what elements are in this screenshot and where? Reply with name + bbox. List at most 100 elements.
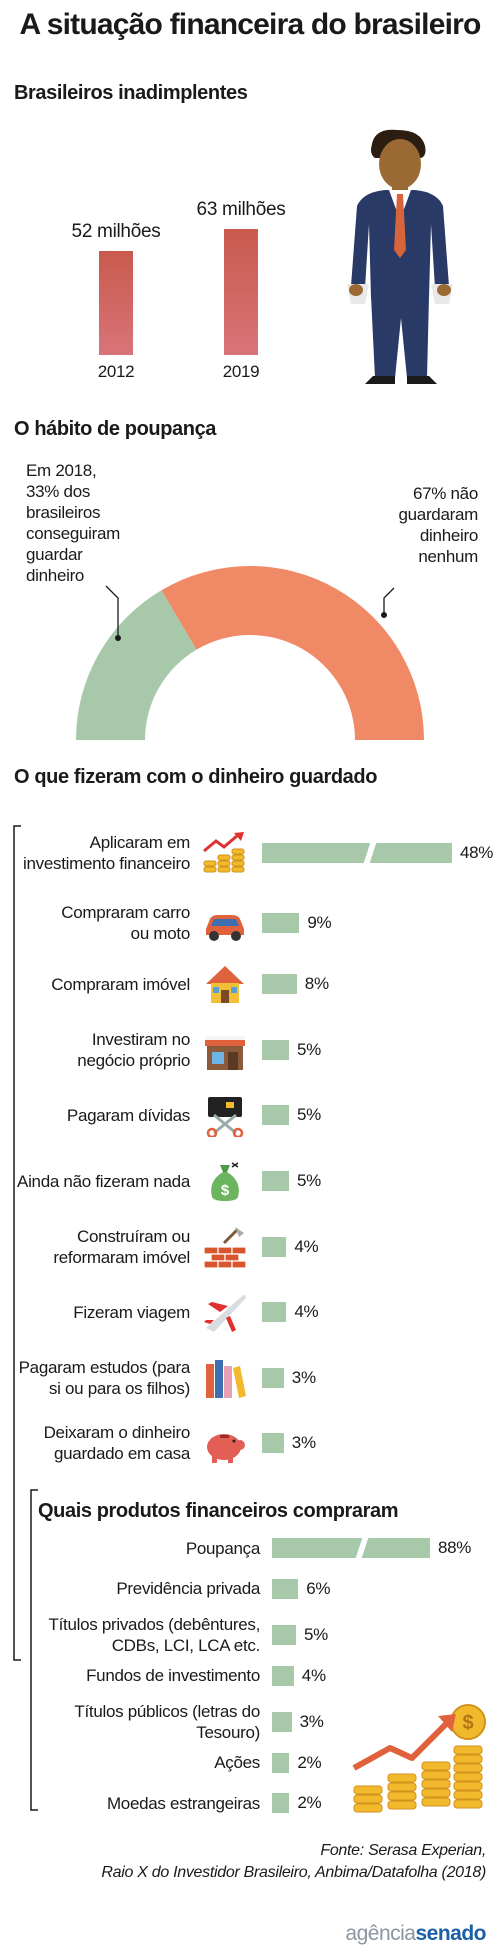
bar-9	[262, 1433, 284, 1454]
car-icon	[202, 901, 248, 945]
slice-0	[76, 590, 197, 740]
slice-label-nao-guardaram-line: 67% não	[412, 484, 478, 503]
slice-label-guardaram-line: dinheiro	[26, 566, 85, 585]
leader-line-nao-guardaram-dot	[381, 612, 387, 618]
slice-label-guardaram-line: conseguiram	[26, 524, 121, 543]
value-label-2: 8%	[304, 974, 329, 994]
item-label-4: Pagaram dívidas	[67, 1105, 190, 1126]
bar-8	[262, 1367, 284, 1388]
bar-7	[262, 1302, 287, 1323]
value-label-1: 6%	[306, 1578, 331, 1598]
books-icon	[202, 1356, 248, 1400]
page-title: A situação financeira do brasileiro	[19, 8, 481, 41]
value-label-6: 2%	[297, 1793, 322, 1812]
item-label-3-line: Fundos de investimento	[86, 1666, 260, 1685]
bar-0	[272, 1538, 430, 1558]
item-label-1-line: Compraram carro	[61, 902, 190, 922]
value-label-5: 2%	[297, 1752, 322, 1772]
category-label-2019: 2019	[222, 362, 260, 381]
item-label-6-line: Moedas estrangeiras	[106, 1793, 260, 1813]
item-label-0-line: investimento financeiro	[23, 854, 190, 873]
item-label-2-line: Compraram imóvel	[51, 974, 190, 994]
slice-label-guardaram-line: Em 2018,	[26, 461, 97, 480]
item-label-5-line: Ainda não fizeram nada	[17, 1171, 190, 1191]
section-title-produtos: Quais produtos financeiros compraram	[38, 1500, 399, 1522]
item-label-6: Moedas estrangeiras	[107, 1793, 260, 1814]
value-label-9: 3%	[291, 1433, 316, 1453]
value-label-2012: 52 milhões	[71, 221, 161, 242]
item-label-1: Compraram carro ou moto	[61, 902, 190, 944]
svg-text:$: $	[221, 1182, 230, 1199]
value-label-6: 4%	[294, 1236, 319, 1256]
slice-label-guardaram-line: 33% dos	[26, 482, 91, 501]
slice-label-nao-guardaram-line: nenhum	[418, 547, 478, 566]
item-label-3: Fundos de investimento	[86, 1665, 260, 1686]
bar-4	[272, 1712, 292, 1732]
leader-line-guardaram	[105, 585, 119, 638]
scissors-card-icon	[202, 1093, 248, 1139]
chart-poupanca	[76, 566, 424, 740]
item-label-2: Compraram imóvel	[51, 974, 190, 995]
item-label-6-line: reformaram imóvel	[53, 1247, 190, 1267]
item-label-9-line: guardado em casa	[53, 1444, 190, 1464]
bar-2	[272, 1625, 296, 1645]
item-label-1-line: ou moto	[130, 923, 191, 943]
item-label-3-line: Investiram no	[91, 1029, 190, 1049]
item-label-3: Investiram no negócio próprio	[77, 1029, 190, 1071]
house-icon	[202, 962, 248, 1006]
item-label-6-line: Construíram ou	[77, 1226, 190, 1246]
item-label-7-line: Fizeram viagem	[73, 1302, 190, 1322]
item-label-2-line: Títulos privados (debêntures,	[48, 1615, 261, 1634]
svg-text:$: $	[462, 1712, 473, 1734]
section-title-inadimplentes: Brasileiros inadimplentes	[14, 82, 248, 104]
item-label-1-line: Previdência privada	[116, 1579, 260, 1598]
bar-2012	[99, 251, 133, 355]
bar-3	[262, 1039, 289, 1060]
bar-2	[262, 974, 297, 995]
logo-part2: senado	[415, 1922, 486, 1945]
item-label-5: Ações	[214, 1752, 260, 1773]
item-label-4-line: Pagaram dívidas	[66, 1105, 190, 1125]
item-label-2-line: CDBs, LCI, LCA etc.	[111, 1636, 261, 1655]
item-label-7: Fizeram viagem	[73, 1302, 190, 1323]
item-label-4: Títulos públicos (letras do Tesouro)	[74, 1701, 260, 1743]
item-label-5: Ainda não fizeram nada	[17, 1171, 190, 1192]
item-label-8-line: si ou para os filhos)	[48, 1378, 190, 1398]
bar-6	[272, 1793, 290, 1813]
item-label-5-line: Ações	[214, 1753, 260, 1772]
agencia-senado-logo: agênciasenado	[345, 1922, 486, 1946]
value-label-4: 3%	[299, 1712, 324, 1731]
slice-1	[161, 566, 424, 740]
airplane-icon	[202, 1290, 248, 1334]
item-label-9: Deixaram o dinheiro guardado em casa	[44, 1422, 191, 1464]
item-label-3-line: negócio próprio	[77, 1050, 190, 1070]
section-title-poupanca: O hábito de poupança	[14, 418, 217, 440]
piggy-bank-icon	[202, 1421, 248, 1465]
slice-label-nao-guardaram-line: dinheiro	[419, 526, 478, 545]
item-label-8-line: Pagaram estudos (para	[18, 1357, 191, 1377]
item-label-0-line: Aplicaram em	[89, 833, 191, 852]
slice-label-nao-guardaram: 67% não guardaram dinheiro nenhum	[398, 483, 478, 567]
value-label-5: 5%	[297, 1171, 321, 1190]
logo-part1: agência	[345, 1922, 416, 1945]
item-label-2: Títulos privados (debêntures, CDBs, LCI, …	[48, 1614, 261, 1656]
section-title-o-que-fizeram: O que fizeram com o dinheiro guardado	[14, 766, 378, 788]
bar-6	[262, 1236, 287, 1257]
value-label-2019: 63 milhões	[196, 199, 286, 220]
shop-icon	[202, 1028, 248, 1072]
value-label-3: 4%	[301, 1665, 326, 1685]
item-label-0: Poupança	[186, 1538, 260, 1559]
item-label-0-line: Poupança	[185, 1538, 260, 1558]
item-label-4-line: Títulos públicos (letras do	[74, 1702, 260, 1721]
slice-label-nao-guardaram-line: guardaram	[398, 505, 478, 524]
bar-5	[262, 1171, 289, 1191]
bar-1	[262, 912, 300, 933]
bar-1	[272, 1578, 299, 1599]
source-note: Fonte: Serasa Experian, Raio X do Investi…	[101, 1840, 486, 1884]
item-label-8: Pagaram estudos (para si ou para os filho…	[18, 1357, 191, 1399]
bar-2019	[224, 229, 258, 355]
slice-label-guardaram: Em 2018, 33% dos brasileiros conseguiram gua…	[26, 460, 120, 586]
value-label-8: 3%	[291, 1367, 316, 1387]
source-note-line: Fonte: Serasa Experian,	[320, 1842, 486, 1859]
slice-label-guardaram-line: brasileiros	[26, 503, 101, 522]
